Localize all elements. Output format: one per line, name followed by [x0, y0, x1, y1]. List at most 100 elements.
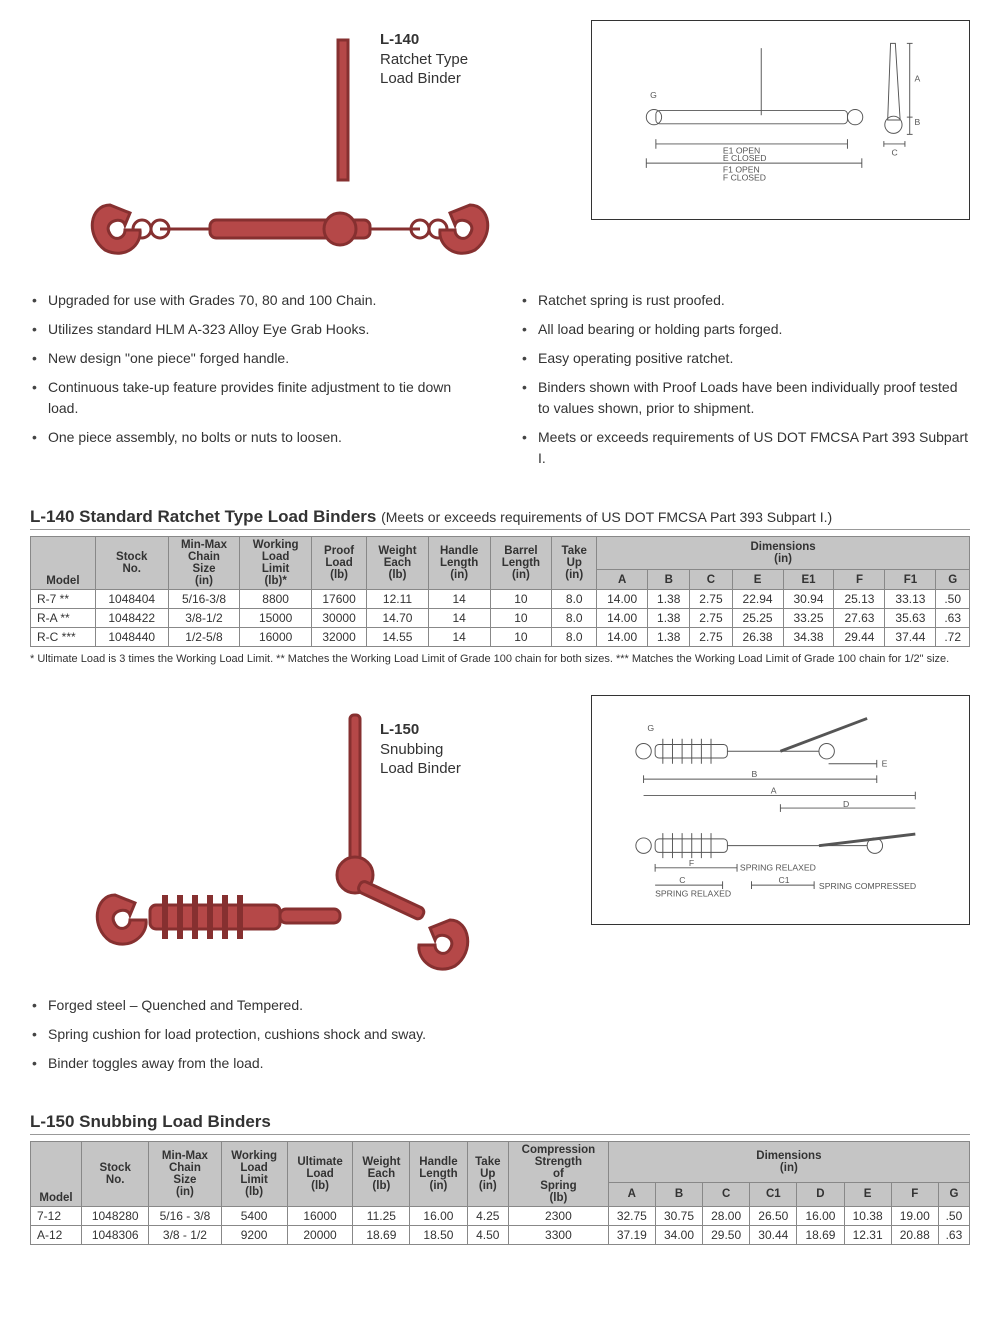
- table-col-header: UltimateLoad(lb): [287, 1142, 353, 1207]
- table-col-header: Min-MaxChainSize(in): [168, 537, 240, 590]
- table-dim-header: G: [936, 570, 970, 590]
- table-cell: 29.44: [834, 628, 885, 647]
- table-cell: 10: [490, 609, 552, 628]
- feature-item: Easy operating positive ratchet.: [520, 348, 970, 369]
- table-cell: 22.94: [732, 590, 783, 609]
- feature-item: Upgraded for use with Grades 70, 80 and …: [30, 290, 480, 311]
- product1-schematic-icon: G E1 OPEN E CLOSED F1 OPEN F CLOSED A B …: [600, 29, 961, 211]
- feature-item: Spring cushion for load protection, cush…: [30, 1024, 970, 1045]
- product1-name1: Ratchet Type: [380, 51, 468, 68]
- feature-item: Binder toggles away from the load.: [30, 1053, 970, 1074]
- table-row: R-7 **10484045/16-3/888001760012.1114108…: [31, 590, 970, 609]
- product2-image-area: L-150 Snubbing Load Binder: [30, 695, 571, 975]
- table-cell: 11.25: [353, 1207, 410, 1226]
- table-cell: 10: [490, 590, 552, 609]
- feature-item: Continuous take-up feature provides fini…: [30, 377, 480, 419]
- table-cell: A-12: [31, 1226, 82, 1245]
- table-cell: 1.38: [648, 628, 690, 647]
- svg-text:F: F: [689, 858, 694, 868]
- table-col-header: StockNo.: [95, 537, 168, 590]
- table-cell: 8.0: [552, 609, 597, 628]
- table-cell: 8800: [240, 590, 312, 609]
- table-col-header: TakeUp(in): [467, 1142, 509, 1207]
- table-cell: 1.38: [648, 590, 690, 609]
- product1-top-section: L-140 Ratchet Type Load Binder: [30, 20, 970, 270]
- product1-name2: Load Binder: [380, 70, 461, 87]
- table-cell: .72: [936, 628, 970, 647]
- table-cell: 30.75: [655, 1207, 702, 1226]
- table-row: R-C ***10484401/2-5/8160003200014.551410…: [31, 628, 970, 647]
- product1-diagram: G E1 OPEN E CLOSED F1 OPEN F CLOSED A B …: [591, 20, 970, 220]
- table-col-header: Model: [31, 537, 96, 590]
- table-dim-header: F: [891, 1182, 938, 1206]
- table-cell: 1048422: [95, 609, 168, 628]
- table1-title-sub: (Meets or exceeds requirements of US DOT…: [381, 509, 832, 525]
- table-cell: 30.44: [750, 1226, 797, 1245]
- table-cell: 14: [428, 590, 490, 609]
- table-cell: 4.25: [467, 1207, 509, 1226]
- table-col-header: Min-MaxChainSize(in): [149, 1142, 221, 1207]
- table2: ModelStockNo.Min-MaxChainSize(in)Working…: [30, 1141, 970, 1245]
- table-cell: 14.00: [597, 590, 648, 609]
- table-cell: .63: [938, 1226, 969, 1245]
- table-cell: 4.50: [467, 1226, 509, 1245]
- svg-text:G: G: [648, 723, 655, 733]
- svg-text:SPRING RELAXED: SPRING RELAXED: [655, 889, 731, 899]
- table-cell: 17600: [311, 590, 366, 609]
- table-cell: 1048440: [95, 628, 168, 647]
- table-cell: R-C ***: [31, 628, 96, 647]
- table-cell: 5/16 - 3/8: [149, 1207, 221, 1226]
- table-cell: 1.38: [648, 609, 690, 628]
- table-cell: 1048306: [82, 1226, 149, 1245]
- table-cell: 1/2-5/8: [168, 628, 240, 647]
- feature-item: Meets or exceeds requirements of US DOT …: [520, 427, 970, 469]
- table-cell: 32000: [311, 628, 366, 647]
- table-cell: 5/16-3/8: [168, 590, 240, 609]
- svg-text:C1: C1: [779, 875, 790, 885]
- product2-label: L-150 Snubbing Load Binder: [380, 720, 461, 779]
- table-cell: 35.63: [885, 609, 936, 628]
- table1-footnote: * Ultimate Load is 3 times the Working L…: [30, 653, 970, 665]
- svg-text:F CLOSED: F CLOSED: [723, 172, 766, 182]
- table-col-header: WorkingLoadLimit(lb)*: [240, 537, 312, 590]
- table1: ModelStockNo.Min-MaxChainSize(in)Working…: [30, 536, 970, 647]
- product2-features-list: Forged steel – Quenched and Tempered.Spr…: [30, 995, 970, 1082]
- table-cell: 25.25: [732, 609, 783, 628]
- product1-features-right: Ratchet spring is rust proofed.All load …: [520, 290, 970, 477]
- table-cell: 1048280: [82, 1207, 149, 1226]
- table-cell: 8.0: [552, 590, 597, 609]
- table-cell: 25.13: [834, 590, 885, 609]
- product1-code: L-140: [380, 31, 419, 48]
- table-cell: 19.00: [891, 1207, 938, 1226]
- table-cell: 16000: [240, 628, 312, 647]
- table-cell: 18.69: [353, 1226, 410, 1245]
- table-cell: 15000: [240, 609, 312, 628]
- table2-title-main: L-150 Snubbing Load Binders: [30, 1112, 271, 1131]
- table-col-header: ProofLoad(lb): [311, 537, 366, 590]
- table-cell: .50: [936, 590, 970, 609]
- feature-item: Utilizes standard HLM A-323 Alloy Eye Gr…: [30, 319, 480, 340]
- table-cell: 30000: [311, 609, 366, 628]
- table-cell: 3/8-1/2: [168, 609, 240, 628]
- table-cell: 33.25: [783, 609, 834, 628]
- table-col-header: Model: [31, 1142, 82, 1207]
- table-cell: 37.44: [885, 628, 936, 647]
- table-cell: 2.75: [690, 590, 732, 609]
- svg-text:D: D: [843, 799, 849, 809]
- table-cell: 7-12: [31, 1207, 82, 1226]
- table-cell: 26.50: [750, 1207, 797, 1226]
- table-cell: 1048404: [95, 590, 168, 609]
- table-cell: 9200: [221, 1226, 287, 1245]
- table-cell: .50: [938, 1207, 969, 1226]
- table-col-header: CompressionStrengthofSpring(lb): [509, 1142, 609, 1207]
- feature-item: All load bearing or holding parts forged…: [520, 319, 970, 340]
- feature-item: One piece assembly, no bolts or nuts to …: [30, 427, 480, 448]
- svg-text:E CLOSED: E CLOSED: [723, 153, 767, 163]
- table-cell: 18.69: [797, 1226, 844, 1245]
- table-dim-header: G: [938, 1182, 969, 1206]
- table-dim-header: A: [608, 1182, 655, 1206]
- table-cell: R-A **: [31, 609, 96, 628]
- feature-item: New design "one piece" forged handle.: [30, 348, 480, 369]
- table1-title: L-140 Standard Ratchet Type Load Binders…: [30, 507, 970, 530]
- product2-code: L-150: [380, 721, 419, 738]
